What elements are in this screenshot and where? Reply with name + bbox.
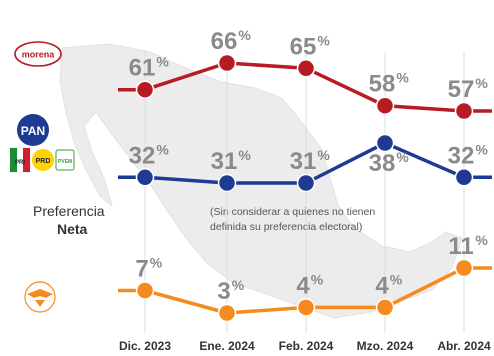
chart-title-line1: Preferencia	[33, 203, 105, 219]
data-point-0-1	[217, 53, 237, 73]
value-label-suffix-0-1: %	[238, 27, 251, 43]
x-tick-label-1: Ene. 2024	[199, 339, 255, 353]
data-point-1-3	[375, 133, 395, 153]
chart-title-line2: Neta	[57, 221, 88, 237]
value-label-1-3: 38	[369, 150, 396, 177]
x-tick-label-2: Feb. 2024	[279, 339, 334, 353]
value-label-suffix-2-3: %	[390, 271, 403, 287]
data-point-1-4	[454, 168, 474, 187]
value-label-2-3: 4	[375, 272, 389, 299]
data-point-2-2	[296, 298, 316, 317]
value-label-suffix-1-3: %	[396, 149, 409, 165]
x-tick-label-3: Mzo. 2024	[357, 339, 414, 353]
x-tick-label-4: Abr. 2024	[437, 339, 491, 353]
pvem-logo: PVEM	[55, 149, 75, 171]
value-label-1-1: 31	[211, 148, 238, 175]
movimiento-ciudadano-icon	[24, 281, 56, 313]
value-label-0-2: 65	[290, 33, 317, 60]
pri-label: PRI	[15, 160, 25, 166]
x-tick-label-0: Dic. 2023	[119, 339, 171, 353]
value-label-0-0: 61	[129, 55, 156, 82]
prd-logo: PRD	[32, 149, 54, 171]
value-label-1-0: 32	[129, 142, 156, 169]
value-label-1-4: 32	[448, 142, 475, 169]
pri-logo: PRI	[9, 147, 31, 173]
value-label-1-2: 31	[290, 148, 317, 175]
value-label-suffix-0-2: %	[317, 32, 330, 48]
data-point-0-4	[454, 101, 474, 121]
value-label-suffix-0-0: %	[156, 54, 169, 70]
x-axis: Dic. 2023 Ene. 2024 Feb. 2024 Mzo. 2024 Abr.…	[119, 339, 491, 353]
data-point-0-3	[375, 96, 395, 115]
pvem-label: PVEM	[58, 159, 72, 165]
data-point-2-1	[217, 303, 237, 323]
value-label-2-0: 7	[135, 256, 148, 283]
mexico-map-background	[59, 43, 463, 319]
pan-logo: PAN	[17, 114, 49, 146]
data-point-2-4	[454, 258, 474, 278]
value-label-suffix-1-4: %	[475, 141, 488, 157]
data-point-2-0	[135, 281, 155, 300]
prd-label: PRD	[36, 158, 51, 165]
morena-logo: morena	[14, 41, 62, 67]
pan-label: PAN	[21, 124, 45, 138]
note-line2: definida su preferencia electoral)	[210, 221, 362, 233]
data-point-1-1	[217, 173, 237, 193]
value-label-suffix-2-0: %	[150, 255, 163, 271]
value-label-suffix-0-4: %	[475, 75, 488, 91]
value-label-suffix-2-2: %	[311, 271, 324, 287]
value-label-suffix-0-3: %	[396, 70, 409, 86]
data-point-1-2	[296, 173, 316, 193]
value-label-2-1: 3	[217, 278, 230, 305]
data-point-1-0	[135, 168, 155, 187]
value-label-2-2: 4	[296, 272, 310, 299]
value-label-suffix-2-1: %	[232, 277, 245, 293]
morena-label: morena	[22, 50, 56, 60]
data-point-0-0	[135, 80, 155, 99]
value-label-0-1: 66	[211, 28, 238, 55]
value-label-suffix-1-0: %	[156, 141, 169, 157]
data-point-2-3	[375, 298, 395, 317]
value-label-0-3: 58	[369, 71, 396, 98]
value-label-suffix-1-1: %	[238, 147, 251, 163]
data-point-0-2	[296, 59, 316, 78]
series-layer	[118, 53, 492, 323]
value-label-suffix-1-2: %	[317, 147, 330, 163]
note-line1: (Sin considerar a quienes no tienen	[210, 206, 375, 218]
value-label-2-4: 11	[448, 233, 473, 260]
value-label-suffix-2-4: %	[475, 232, 488, 248]
value-label-layer: 61 %66% 65 %58% 57 %32% 31% 31% 38% 32 %7 %3% 4% 4 %11…	[129, 27, 489, 305]
value-label-0-4: 57	[448, 76, 475, 103]
